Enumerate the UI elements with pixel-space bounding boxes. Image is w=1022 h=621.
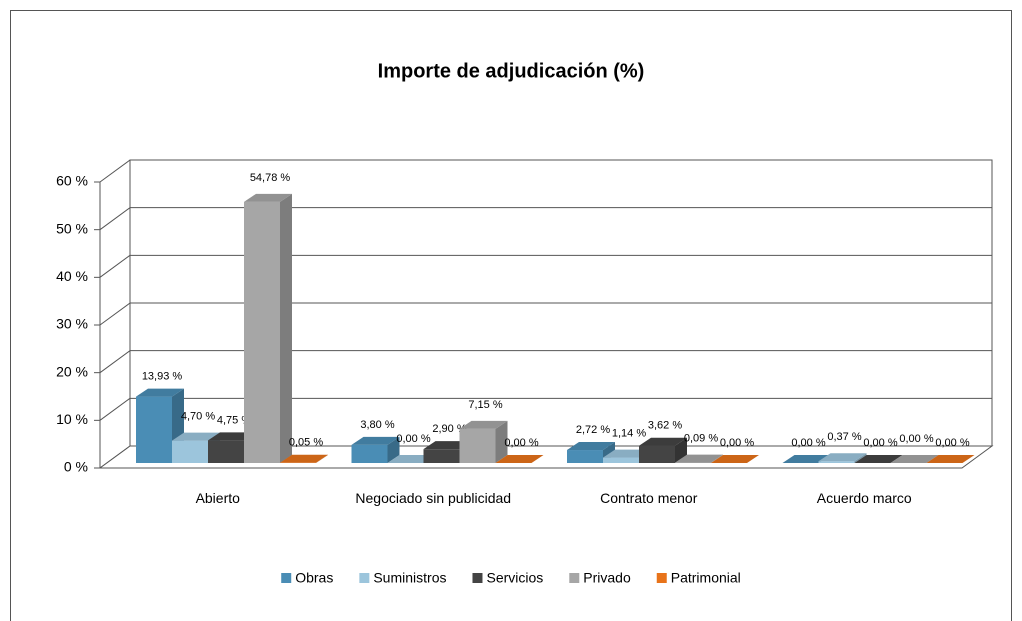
- grid-line-side: [99, 159, 131, 183]
- bar-front: [423, 449, 460, 463]
- chart-title: Importe de adjudicación (%): [378, 60, 645, 82]
- floor: [98, 445, 994, 469]
- value-label: 1,14 %: [612, 427, 646, 439]
- bar-front: [208, 440, 244, 463]
- value-label: 13,93 %: [142, 371, 183, 383]
- legend-swatch: [656, 573, 667, 583]
- legend-label: Obras: [295, 570, 333, 586]
- y-tick-label: 20 %: [56, 363, 88, 379]
- legend-label: Servicios: [486, 570, 543, 586]
- legend-swatch: [472, 573, 483, 583]
- y-tick-label: 40 %: [56, 268, 88, 284]
- legend-swatch: [359, 573, 370, 583]
- legend-swatch: [569, 573, 580, 583]
- bar-top: [926, 455, 975, 463]
- value-label: 4,75 %: [217, 414, 251, 426]
- grid-line-side: [99, 397, 131, 421]
- bar: [244, 193, 292, 463]
- legend-label: Suministros: [373, 570, 446, 586]
- bar-front: [136, 396, 172, 463]
- value-label: 0,00 %: [791, 437, 825, 449]
- bar-top: [351, 436, 400, 445]
- bar-top: [711, 455, 759, 463]
- y-tick-label: 30 %: [56, 316, 88, 332]
- bar: [351, 436, 400, 463]
- bar-top: [280, 454, 328, 463]
- bar-side: [387, 436, 400, 463]
- bar-top: [244, 193, 292, 202]
- bar-top: [639, 437, 687, 446]
- bar: [495, 455, 544, 463]
- bar: [818, 453, 867, 463]
- y-tick-label: 50 %: [56, 220, 88, 236]
- bar-side: [495, 420, 508, 463]
- bar: [136, 388, 184, 463]
- bar: [711, 455, 759, 463]
- value-label: 0,00 %: [935, 437, 969, 449]
- value-label: 3,62 %: [648, 420, 682, 432]
- bar-side: [854, 453, 867, 463]
- value-label: 0,00 %: [396, 433, 430, 445]
- y-tick-label: 0 %: [64, 459, 88, 475]
- value-label: 0,00 %: [899, 433, 933, 445]
- bar-front: [639, 445, 675, 463]
- x-tick-label: Acuerdo marco: [816, 490, 912, 506]
- value-label: 4,70 %: [181, 411, 215, 423]
- bar: [854, 455, 903, 463]
- bar-front: [351, 444, 388, 463]
- x-tick-label: Negociado sin publicidad: [355, 490, 512, 506]
- bar: [890, 455, 939, 463]
- value-label: 0,00 %: [504, 437, 538, 449]
- bar-side: [280, 193, 292, 463]
- bar-top: [818, 453, 867, 462]
- bar-front: [603, 457, 639, 463]
- grid-line-side: [99, 207, 131, 231]
- bar-top: [854, 455, 903, 463]
- bar-front: [818, 461, 855, 463]
- grid-line-side: [99, 350, 131, 374]
- bar-top: [890, 455, 939, 463]
- bar-top: [136, 388, 184, 397]
- bar-side: [316, 454, 328, 463]
- value-label: 2,90 %: [432, 423, 466, 435]
- bar: [926, 455, 975, 463]
- chart-border: [10, 10, 1012, 621]
- value-label: 0,00 %: [863, 437, 897, 449]
- legend-swatch: [281, 573, 292, 583]
- legend-label: Privado: [583, 570, 631, 586]
- bar: [280, 454, 328, 463]
- value-label: 0,09 %: [684, 432, 718, 444]
- value-label: 3,80 %: [360, 419, 394, 431]
- bar-top: [172, 432, 220, 441]
- grid-line-side: [99, 302, 131, 326]
- y-tick-label: 10 %: [56, 411, 88, 427]
- bar: [782, 455, 831, 463]
- bar: [675, 454, 723, 463]
- value-label: 0,05 %: [289, 437, 323, 449]
- bar: [459, 420, 508, 463]
- grid-line-side: [99, 254, 131, 278]
- value-label: 0,37 %: [827, 431, 861, 443]
- bar: [639, 437, 687, 463]
- bar-top: [567, 442, 615, 451]
- y-tick-label: 60 %: [56, 173, 88, 189]
- legend-label: Patrimonial: [671, 570, 741, 586]
- bar-top: [782, 455, 831, 463]
- bar-side: [711, 454, 723, 463]
- value-label: 54,78 %: [250, 172, 291, 184]
- bar-top: [675, 454, 723, 463]
- bar-top: [459, 420, 508, 429]
- bar-front: [172, 440, 208, 463]
- value-label: 2,72 %: [576, 424, 610, 436]
- bar-top: [495, 455, 544, 463]
- bar-front: [244, 201, 280, 463]
- value-label: 0,00 %: [720, 437, 754, 449]
- bar-front: [567, 450, 603, 463]
- value-label: 7,15 %: [468, 399, 502, 411]
- x-tick-label: Abierto: [195, 490, 240, 506]
- bar-front: [459, 428, 496, 463]
- x-tick-label: Contrato menor: [600, 490, 698, 506]
